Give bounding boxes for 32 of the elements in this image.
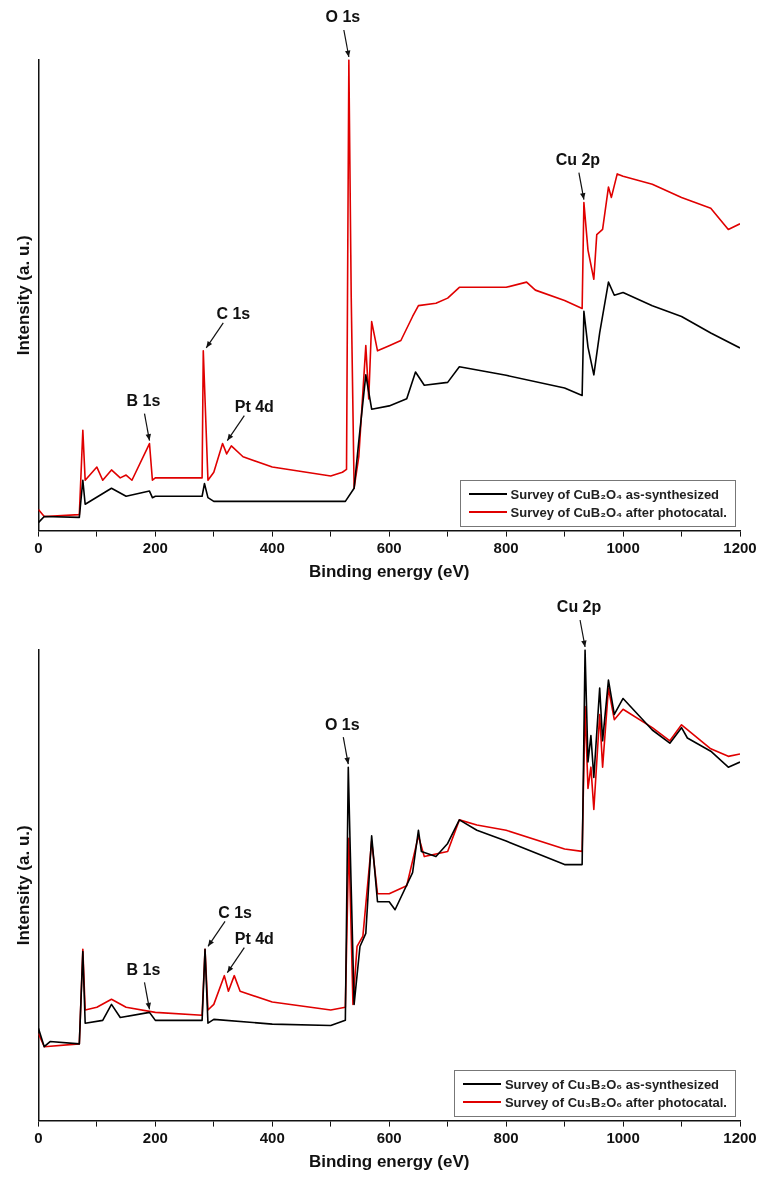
x-tick-label: 1200 [723,1128,757,1146]
annotation: B 1s [126,391,161,409]
x-tick-label: 0 [34,1128,43,1146]
annotation: Cu 2p [555,151,601,168]
legend-label: Survey of Cu₃B₂O₆ as-synthesized [504,1076,720,1092]
x-axis-title: Binding energy (eV) [308,1152,470,1172]
x-tick-label: 800 [493,538,519,556]
y-axis-title: Intensity (a. u.) [13,825,33,946]
y-axis-title: Intensity (a. u.) [13,235,33,356]
x-tick-label: 600 [376,538,402,556]
x-axis-title: Binding energy (eV) [308,562,470,582]
legend-label: Survey of CuB₂O₄ after photocatal. [510,504,727,520]
annotation: Cu 2p [556,598,602,616]
x-tick-label: 200 [142,1128,168,1146]
annotation: Pt 4d [234,930,274,948]
x-tick-label: 400 [259,1128,285,1146]
x-tick-label: 800 [493,1128,519,1146]
annotation: B 1s [126,960,161,978]
x-tick-label: 200 [142,538,168,556]
annotation: C 1s [218,903,253,921]
x-tick-label: 1000 [606,1128,640,1146]
x-tick-label: 1000 [606,538,640,556]
x-tick-label: 1200 [723,538,757,556]
legend-label: Survey of CuB₂O₄ as-synthesized [510,486,720,502]
annotation: Pt 4d [234,397,274,415]
x-tick-label: 400 [259,538,285,556]
x-tick-label: 600 [376,1128,402,1146]
annotation: O 1s [324,715,360,733]
annotation: O 1s [325,8,361,26]
legend-label: Survey of Cu₃B₂O₆ after photocatal. [504,1094,727,1110]
annotation: C 1s [216,305,251,323]
x-tick-label: 0 [34,538,43,556]
